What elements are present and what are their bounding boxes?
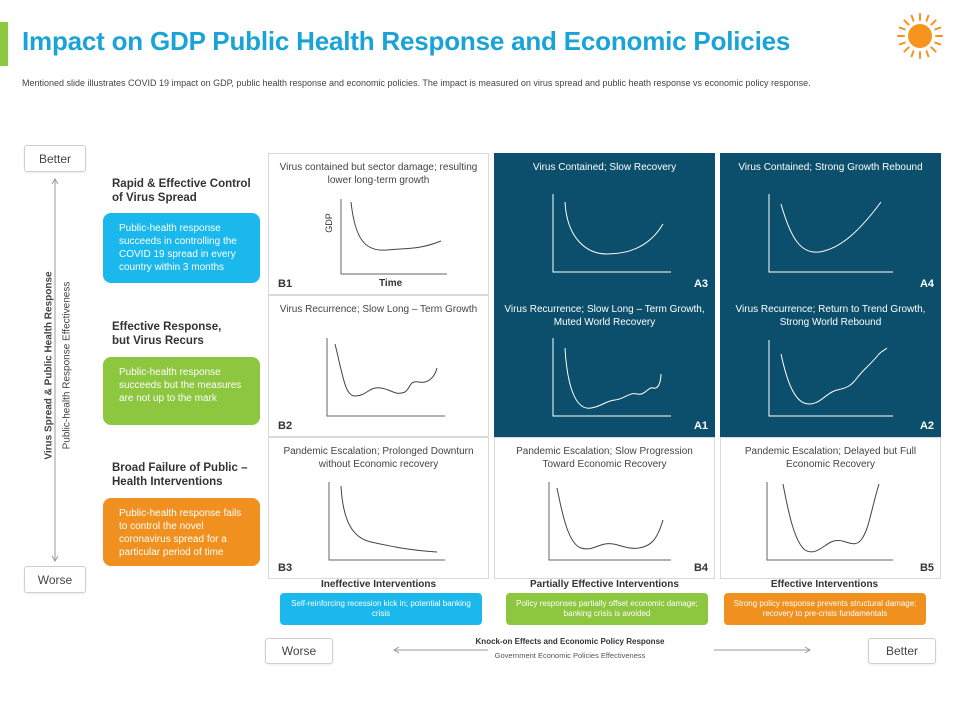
scenario-code-b5: B5 [919,562,934,574]
scenario-cell-a2: Virus Recurrence; Return to Trend Growth… [720,295,941,437]
horizontal-axis-title: Knock-on Effects and Economic Policy Res… [475,637,665,646]
scenario-cell-b5: Pandemic Escalation; Delayed but Full Ec… [720,437,941,579]
scenario-cell-a3: Virus Contained; Slow Recovery A3 [494,153,715,295]
scenario-cell-b4: Pandemic Escalation; Slow Progression To… [494,437,715,579]
row-description-broad-failure: Public-health response fails to control … [103,498,260,566]
scenario-text-a2: Virus Recurrence; Return to Trend Growth… [735,304,926,328]
scenario-cell-a1: Virus Recurrence; Slow Long – Term Growt… [494,295,715,437]
column-heading-partially-effective: Partially Effective Interventions [530,579,679,590]
scenario-text-b2: Virus Recurrence; Slow Long – Term Growt… [279,304,478,315]
horizontal-axis-right-arrow [714,646,811,654]
scenario-code-a2: A2 [919,420,934,432]
gdp-axis-label: GDP [323,213,334,233]
column-description-partially-effective: Policy responses partially offset econom… [506,593,708,625]
scenario-code-b3: B3 [278,562,293,574]
scenario-text-b3: Pandemic Escalation; Prolonged Downturn … [283,446,474,470]
row-description-virus-recurs: Public-health response succeeds but the … [103,357,260,425]
scenario-code-b1: B1 [278,278,293,290]
column-heading-ineffective: Ineffective Interventions [320,579,437,590]
gdp-curve-b2 [326,338,445,417]
vertical-axis-title: Virus Spread & Public Health Response [43,271,55,460]
gdp-curve-a2 [768,340,893,417]
horizontal-axis-left-arrow [393,646,488,654]
scenario-matrix: GDP Time Virus contained but sector dama… [268,153,941,579]
vertical-axis-subtitle: Public-health Response Effectiveness [61,281,73,450]
scenario-code-a1: A1 [693,420,708,432]
gdp-curve-a3 [552,194,671,273]
vertical-axis-better-label: Better [24,145,86,172]
title-accent-bar [0,22,8,66]
row-heading-broad-failure: Broad Failure of Public – Health Interve… [112,462,248,488]
page-title: Impact on GDP Public Health Response and… [22,26,791,56]
scenario-code-b4: B4 [693,562,708,574]
scenario-text-b4: Pandemic Escalation; Slow Progression To… [516,446,693,470]
scenario-code-b2: B2 [278,420,293,432]
scenario-text-a3: Virus Contained; Slow Recovery [532,162,677,173]
scenario-text-b1: Virus contained but sector damage; resul… [279,162,478,186]
gdp-curve-a4 [768,194,893,273]
gdp-curve-b1 [340,199,447,275]
scenario-cell-b3: Pandemic Escalation; Prolonged Downturn … [268,437,489,579]
scenario-text-a4: Virus Contained; Strong Growth Rebound [738,162,923,173]
vertical-axis-worse-label: Worse [24,566,86,593]
gdp-curve-b4 [548,482,671,561]
column-description-ineffective: Self-reinforcing recession kick in; pote… [280,593,482,625]
horizontal-axis-worse-label: Worse [265,638,333,664]
row-heading-virus-recurs: Effective Response, but Virus Recurs [112,321,222,347]
column-heading-effective: Effective Interventions [770,579,879,590]
row-heading-rapid-control: Rapid & Effective Control of Virus Sprea… [112,178,251,204]
column-description-effective: Strong policy response prevents structur… [724,593,926,625]
vertical-axis-arrow [51,178,59,562]
scenario-cell-b1: GDP Time Virus contained but sector dama… [268,153,489,295]
sun-icon [897,13,943,59]
horizontal-axis-better-label: Better [868,638,936,664]
gdp-curve-b5 [766,482,893,561]
page-subtitle: Mentioned slide illustrates COVID 19 imp… [22,78,811,88]
horizontal-axis-subtitle: Government Economic Policies Effectivene… [494,651,646,660]
scenario-text-a1: Virus Recurrence; Slow Long – Term Growt… [504,304,705,328]
gdp-curve-b3 [328,482,445,561]
gdp-curve-a1 [552,338,671,417]
scenario-cell-b2: Virus Recurrence; Slow Long – Term Growt… [268,295,489,437]
scenario-code-a4: A4 [919,278,934,290]
scenario-text-b5: Pandemic Escalation; Delayed but Full Ec… [744,446,917,470]
time-axis-label: Time [379,278,403,289]
scenario-code-a3: A3 [693,278,708,290]
row-description-rapid-control: Public-health response succeeds in contr… [103,213,260,283]
scenario-cell-a4: Virus Contained; Strong Growth Rebound A… [720,153,941,295]
